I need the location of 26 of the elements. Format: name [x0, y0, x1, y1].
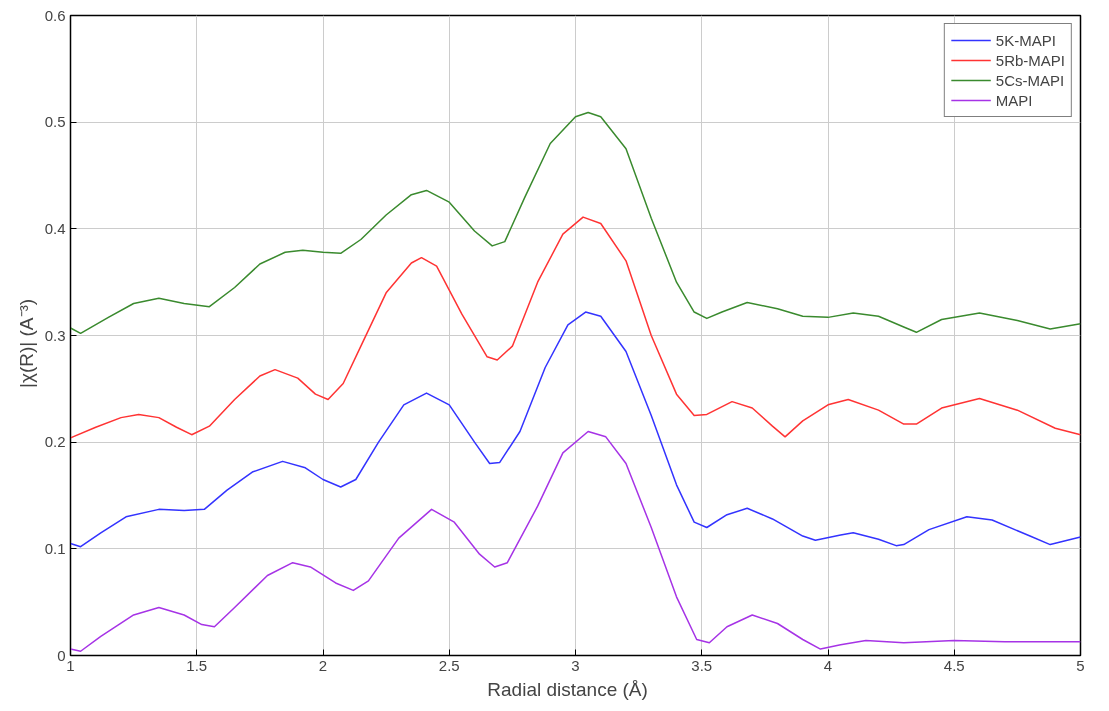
x-axis-title: Radial distance (Å)	[487, 678, 648, 700]
x-tick-label: 1	[66, 656, 75, 674]
y-tick-label: 0.1	[44, 539, 66, 557]
line-series	[70, 111, 1081, 335]
x-tick-label: 3.5	[691, 656, 713, 674]
x-tick-label: 5	[1076, 656, 1085, 674]
legend-label: 5Rb-MAPI	[995, 51, 1065, 69]
legend-label: 5K-MAPI	[995, 31, 1056, 49]
x-tick-label: 1.5	[186, 656, 208, 674]
line-series	[70, 311, 1081, 548]
y-tick-label: 0.3	[44, 326, 66, 344]
x-tick-label: 3	[571, 656, 580, 674]
y-tick-label: 0	[57, 646, 66, 664]
y-axis-title: |χ(R)| (A⁻³)	[15, 298, 37, 388]
legend-label: 5Cs-MAPI	[995, 71, 1065, 89]
y-tick-label: 0.6	[44, 6, 66, 24]
line-series	[70, 216, 1081, 439]
x-tick-label: 4	[823, 656, 833, 674]
line-series	[70, 430, 1081, 652]
x-tick-label: 4.5	[943, 656, 965, 674]
y-tick-label: 0.4	[44, 219, 66, 237]
legend-label: MAPI	[995, 91, 1033, 109]
y-tick-label: 0.5	[44, 113, 66, 131]
y-tick-label: 0.2	[44, 433, 66, 451]
x-tick-label: 2	[318, 656, 328, 674]
x-tick-label: 2.5	[438, 656, 460, 674]
